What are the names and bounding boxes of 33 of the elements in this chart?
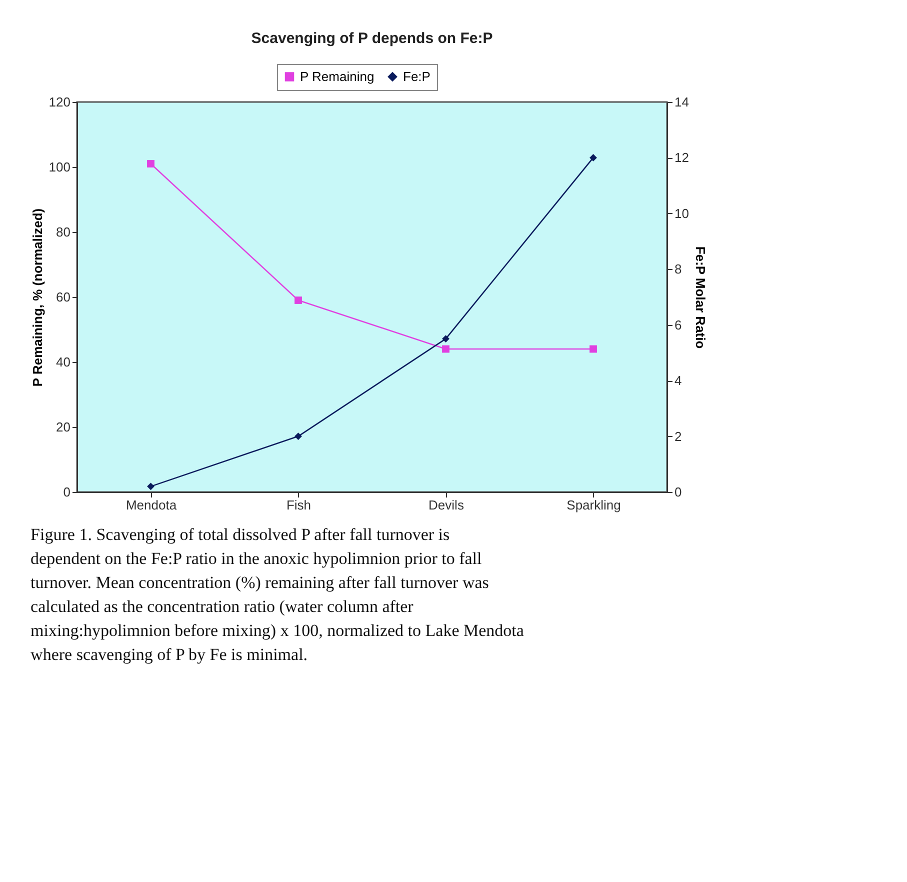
point bbox=[442, 345, 450, 353]
point bbox=[590, 154, 597, 162]
caption: Figure 1. Scavenging of total dissolved P after fall turnover is dependent on the Fe:P ratio in the anoxic hypolimnion prior to fall turnover. Mean concentration (%) remaining after fall turnover was calculated as the concentration ratio (water column after mixing:hypolimnion before mixing) x 100, normalized to Lake Mendota where scavenging of P by Fe is minimal. bbox=[30, 524, 524, 664]
y-tick-label: 60 bbox=[56, 290, 70, 304]
y-tick-label: 100 bbox=[48, 160, 70, 174]
legend-label: Fe:P bbox=[403, 68, 430, 84]
y2-tick-label: 14 bbox=[674, 94, 689, 110]
y2-tick-label: 12 bbox=[674, 150, 689, 166]
point bbox=[147, 482, 154, 490]
chart-title: Scavenging of P depends on Fe:P bbox=[251, 30, 493, 47]
y2-tick-label: 8 bbox=[674, 262, 682, 277]
y2-tick-label: 0 bbox=[674, 484, 682, 500]
point bbox=[294, 432, 302, 440]
y-tick-label: 40 bbox=[56, 354, 70, 370]
point bbox=[147, 160, 154, 168]
y-tick-label: 80 bbox=[56, 224, 70, 240]
y-tick-label: 20 bbox=[56, 420, 70, 434]
x-tick-label: Devils bbox=[428, 498, 464, 512]
y-tick-label: 0 bbox=[63, 484, 70, 500]
x-tick-label: Mendota bbox=[126, 498, 178, 512]
point bbox=[442, 335, 450, 342]
x-tick-label: Fish bbox=[286, 498, 312, 512]
point bbox=[590, 345, 597, 353]
y-tick-label: 120 bbox=[48, 94, 70, 110]
y2-tick-label: 6 bbox=[674, 317, 682, 332]
legend-label: P Remaining bbox=[300, 68, 374, 84]
x-tick-label: Sparkling bbox=[566, 498, 621, 512]
y2-tick-label: 10 bbox=[674, 206, 689, 221]
y2-tick-label: 2 bbox=[674, 428, 682, 444]
y-axis-title: P Remaining, % (normalized) bbox=[30, 208, 45, 387]
y2-tick-label: 4 bbox=[674, 373, 682, 388]
point bbox=[294, 296, 302, 304]
y2-axis-title: Fe:P Molar Ratio bbox=[692, 246, 708, 349]
